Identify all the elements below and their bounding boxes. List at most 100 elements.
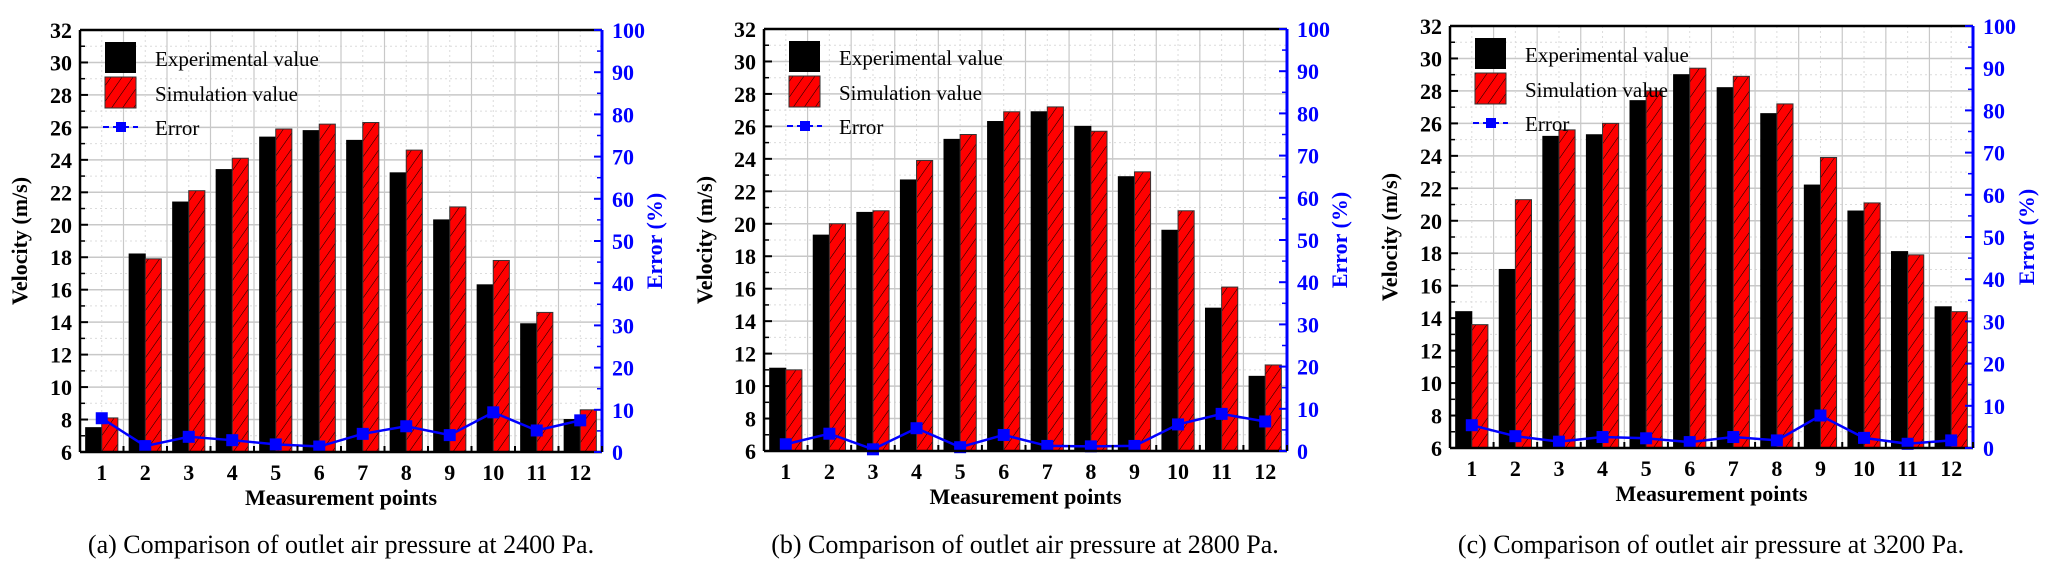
legend-label-experimental: Experimental value bbox=[839, 46, 1003, 70]
y-tick-label: 24 bbox=[50, 148, 72, 173]
x-tick-label: 11 bbox=[1897, 456, 1918, 481]
error-marker bbox=[530, 424, 543, 437]
y2-tick-label: 100 bbox=[612, 18, 645, 43]
x-tick-label: 5 bbox=[1641, 456, 1652, 481]
bar-simulation bbox=[1950, 311, 1968, 449]
bar-experimental bbox=[433, 219, 451, 453]
bar-simulation bbox=[405, 149, 423, 453]
bar-simulation bbox=[231, 157, 249, 453]
error-marker bbox=[1172, 418, 1185, 431]
y-tick-label: 18 bbox=[50, 245, 72, 270]
legend-label-simulation: Simulation value bbox=[1525, 78, 1668, 102]
y-tick-label: 22 bbox=[734, 179, 756, 204]
y2-tick-label: 70 bbox=[612, 145, 634, 170]
bar-simulation bbox=[1776, 103, 1794, 449]
y2-tick-label: 0 bbox=[1983, 436, 1994, 461]
x-tick-label: 6 bbox=[314, 460, 325, 485]
y2-tick-label: 20 bbox=[612, 356, 634, 381]
bar-experimental bbox=[302, 130, 320, 453]
bar-simulation bbox=[959, 134, 977, 452]
bar-simulation bbox=[1046, 106, 1064, 452]
x-tick-label: 9 bbox=[444, 460, 455, 485]
bar-experimental bbox=[128, 253, 146, 453]
x-tick-label: 3 bbox=[1553, 456, 1564, 481]
y-tick-label: 6 bbox=[61, 440, 72, 465]
bar-experimental bbox=[1760, 113, 1778, 449]
error-marker bbox=[997, 428, 1010, 441]
y-tick-label: 6 bbox=[1431, 436, 1442, 461]
y2-axis-title: Error (%) bbox=[1327, 192, 1352, 288]
bar-simulation bbox=[1819, 156, 1838, 449]
y-tick-label: 18 bbox=[734, 244, 756, 269]
y-tick-label: 12 bbox=[1420, 339, 1442, 364]
error-marker bbox=[1858, 431, 1871, 444]
y-tick-label: 14 bbox=[1420, 306, 1442, 331]
error-marker bbox=[574, 414, 587, 427]
y-tick-label: 8 bbox=[61, 408, 72, 433]
bar-simulation bbox=[1514, 199, 1533, 449]
bar-simulation bbox=[492, 259, 510, 453]
x-tick-label: 9 bbox=[1129, 459, 1140, 484]
x-tick-label: 4 bbox=[911, 459, 922, 484]
y-tick-label: 12 bbox=[50, 343, 72, 368]
bar-experimental bbox=[899, 179, 918, 452]
y-tick-label: 16 bbox=[734, 277, 756, 302]
y-tick-label: 8 bbox=[745, 407, 756, 432]
bar-experimental bbox=[812, 234, 830, 452]
x-axis-title: Measurement points bbox=[245, 485, 438, 510]
y2-tick-label: 90 bbox=[1297, 59, 1319, 84]
x-tick-label: 10 bbox=[1853, 456, 1875, 481]
x-tick-label: 11 bbox=[1211, 459, 1232, 484]
y2-tick-label: 30 bbox=[1983, 309, 2005, 334]
bar-experimental bbox=[1673, 74, 1691, 449]
error-marker bbox=[1640, 432, 1653, 445]
y2-tick-label: 10 bbox=[1983, 394, 2005, 419]
bar-simulation bbox=[1264, 364, 1282, 452]
bar-simulation bbox=[1558, 129, 1576, 449]
y2-tick-label: 50 bbox=[1297, 228, 1319, 253]
y-tick-label: 16 bbox=[50, 278, 72, 303]
bar-experimental bbox=[389, 172, 407, 453]
bar-experimental bbox=[1934, 306, 1952, 449]
error-marker bbox=[1770, 434, 1783, 447]
x-tick-label: 3 bbox=[183, 460, 194, 485]
bar-experimental bbox=[1117, 176, 1135, 452]
y2-tick-label: 20 bbox=[1297, 355, 1319, 380]
x-tick-label: 5 bbox=[955, 459, 966, 484]
y-tick-label: 20 bbox=[50, 213, 72, 238]
x-tick-label: 6 bbox=[998, 459, 1009, 484]
chart-panel-c: 6810121416182022242628303201020304050607… bbox=[1377, 14, 2039, 559]
legend: Experimental value Simulation value Error bbox=[787, 41, 1003, 139]
bar-simulation bbox=[1003, 111, 1021, 452]
error-marker bbox=[1552, 435, 1565, 448]
bar-experimental bbox=[1498, 268, 1516, 449]
y-tick-label: 20 bbox=[734, 212, 756, 237]
y-tick-label: 26 bbox=[1420, 111, 1442, 136]
y2-axis-title: Error (%) bbox=[642, 193, 667, 289]
y2-tick-label: 70 bbox=[1297, 144, 1319, 169]
y-tick-label: 28 bbox=[734, 82, 756, 107]
legend-marker-error bbox=[1486, 118, 1496, 128]
error-marker bbox=[1084, 440, 1097, 453]
bar-experimental bbox=[1030, 111, 1048, 452]
legend-marker-error bbox=[800, 121, 810, 131]
x-tick-label: 10 bbox=[1167, 459, 1189, 484]
bar-simulation bbox=[188, 190, 206, 453]
x-tick-label: 3 bbox=[867, 459, 878, 484]
bar-experimental bbox=[1161, 229, 1179, 452]
bar-simulation bbox=[1907, 254, 1925, 449]
x-tick-label: 11 bbox=[526, 460, 547, 485]
error-marker bbox=[910, 422, 923, 435]
error-marker bbox=[1727, 431, 1740, 444]
chart-panel-b: 6810121416182022242628303201020304050607… bbox=[692, 17, 1352, 559]
x-tick-label: 4 bbox=[1597, 456, 1608, 481]
bar-simulation bbox=[1689, 67, 1707, 449]
y-axis-title: Velocity (m/s) bbox=[692, 176, 717, 304]
bar-experimental bbox=[215, 169, 233, 453]
y2-tick-label: 60 bbox=[612, 187, 634, 212]
y-tick-label: 8 bbox=[1431, 404, 1442, 429]
x-tick-label: 1 bbox=[96, 460, 107, 485]
y2-tick-label: 50 bbox=[1983, 225, 2005, 250]
error-marker bbox=[1814, 409, 1827, 422]
